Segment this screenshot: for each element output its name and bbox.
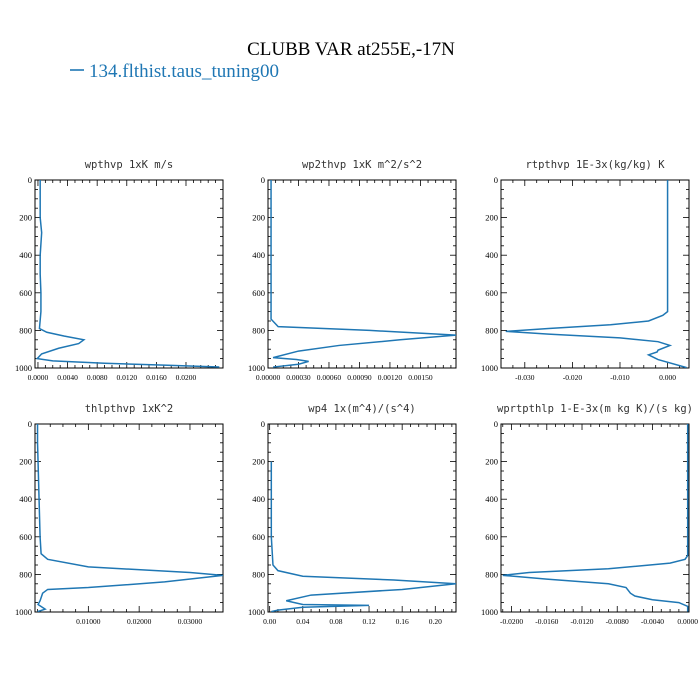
panel-1-ytick-label: 600 bbox=[19, 288, 32, 298]
panel-3-xtick-label: -0.030 bbox=[515, 373, 535, 382]
panel-2-ytick-label: 0 bbox=[261, 175, 265, 185]
panel-4-frame bbox=[34, 423, 224, 613]
panel-6-xtick-label: 0.0000 bbox=[677, 617, 698, 626]
panel-4-xtick-label: 0.03000 bbox=[178, 617, 203, 626]
panel-6-frame bbox=[500, 423, 690, 613]
panel-4-ytick-label: 1000 bbox=[15, 607, 32, 617]
panel-6-ytick-label: 1000 bbox=[481, 607, 498, 617]
panel-5-xtick-label: 0.20 bbox=[429, 617, 442, 626]
panel-5-series-line bbox=[270, 461, 456, 612]
panel-1-xtick-label: 0.0160 bbox=[146, 373, 167, 382]
panel-6-title: wprtpthlp 1-E-3x(m kg K)/(s kg) bbox=[497, 403, 693, 415]
panel-2-xtick-label: 0.00120 bbox=[378, 373, 403, 382]
panel-5-frame bbox=[267, 423, 457, 613]
panel-6-xtick-label: -0.0080 bbox=[606, 617, 629, 626]
legend-label: 134.flthist.taus_tuning00 bbox=[89, 61, 279, 82]
panel-6-series-line bbox=[502, 424, 689, 612]
panel-1-ytick-label: 400 bbox=[19, 250, 32, 260]
panel-2-ytick-label: 800 bbox=[252, 325, 265, 335]
panel-2-xtick-label: 0.00150 bbox=[408, 373, 433, 382]
panel-5-xtick-label: 0.04 bbox=[296, 617, 309, 626]
panel-4-xtick-label: 0.01000 bbox=[76, 617, 101, 626]
panel-1-ytick-label: 800 bbox=[19, 325, 32, 335]
panel-2-ytick-label: 1000 bbox=[248, 363, 265, 373]
panel-1-xtick-label: 0.0040 bbox=[57, 373, 78, 382]
panel-4-ytick-label: 600 bbox=[19, 532, 32, 542]
panel-4-ytick-label: 800 bbox=[19, 569, 32, 579]
panel-6-xtick-label: -0.0200 bbox=[500, 617, 523, 626]
panel-5-xtick-label: 0.00 bbox=[263, 617, 276, 626]
panel-1-series-line bbox=[35, 180, 220, 368]
panel-3-frame bbox=[500, 179, 690, 369]
panel-3-ytick-label: 200 bbox=[485, 213, 498, 223]
chart-title: CLUBB VAR at255E,-17N bbox=[247, 39, 455, 60]
panel-1-frame bbox=[34, 179, 224, 369]
panel-6-xtick-label: -0.0040 bbox=[641, 617, 664, 626]
panel-6-ytick-label: 600 bbox=[485, 532, 498, 542]
panel-1-xtick-label: 0.0200 bbox=[176, 373, 197, 382]
panel-4-ytick-label: 200 bbox=[19, 457, 32, 467]
panel-2: wp2thvp 1xK m^2/s^2020040060080010000.00… bbox=[248, 159, 457, 382]
panel-2-xtick-label: 0.00090 bbox=[347, 373, 372, 382]
panel-5-ytick-label: 800 bbox=[252, 569, 265, 579]
panel-1-ytick-label: 0 bbox=[28, 175, 32, 185]
panel-3-ytick-label: 0 bbox=[494, 175, 498, 185]
panel-3-ytick-label: 1000 bbox=[481, 363, 498, 373]
panel-6-ytick-label: 800 bbox=[485, 569, 498, 579]
panel-1-xtick-label: 0.0000 bbox=[28, 373, 49, 382]
panel-5-ytick-label: 0 bbox=[261, 419, 265, 429]
panel-5-ytick-label: 600 bbox=[252, 532, 265, 542]
panel-5-xtick-label: 0.16 bbox=[396, 617, 409, 626]
panel-3-series-line bbox=[505, 180, 687, 368]
panel-2-frame bbox=[267, 179, 457, 369]
panel-4-ytick-label: 400 bbox=[19, 494, 32, 504]
panel-6-ytick-label: 200 bbox=[485, 457, 498, 467]
panel-4-xtick-label: 0.02000 bbox=[127, 617, 152, 626]
panel-4-title: thlpthvp 1xK^2 bbox=[85, 403, 174, 415]
panel-2-ytick-label: 400 bbox=[252, 250, 265, 260]
panel-3-xtick-label: -0.020 bbox=[563, 373, 583, 382]
panel-4: thlpthvp 1xK^2 0 200 400 600 800 1000 0.01000 0.… bbox=[15, 403, 224, 626]
panel-3-title: rtpthvp 1E-3x(kg/kg) K bbox=[525, 159, 665, 171]
panel-2-xtick-label: 0.00000 bbox=[256, 373, 281, 382]
panel-6-xtick-label: -0.0160 bbox=[535, 617, 558, 626]
panel-5-ytick-label: 1000 bbox=[248, 607, 265, 617]
panel-2-xtick-label: 0.00060 bbox=[317, 373, 342, 382]
panel-6-ytick-label: 0 bbox=[494, 419, 498, 429]
panel-1-title: wpthvp 1xK m/s bbox=[85, 159, 174, 171]
panel-3-xtick-label: 0.000 bbox=[659, 373, 676, 382]
panel-2-title: wp2thvp 1xK m^2/s^2 bbox=[302, 159, 422, 171]
panel-5-title: wp4 1x(m^4)/(s^4) bbox=[308, 403, 415, 415]
panel-5-ytick-label: 400 bbox=[252, 494, 265, 504]
panel-2-ytick-label: 200 bbox=[252, 213, 265, 223]
panel-3: rtpthvp 1E-3x(kg/kg) K 0 200 400 600 800 1000 -… bbox=[481, 159, 690, 382]
panel-1-ytick-label: 1000 bbox=[15, 363, 32, 373]
panel-4-series-line bbox=[36, 424, 223, 612]
panel-2-series-line bbox=[270, 180, 456, 368]
legend: 134.flthist.taus_tuning00 bbox=[70, 61, 279, 82]
panel-3-ytick-label: 800 bbox=[485, 325, 498, 335]
panel-2-xtick-label: 0.00030 bbox=[286, 373, 311, 382]
panel-4-ytick-label: 0 bbox=[28, 419, 32, 429]
panel-6-xtick-label: -0.0120 bbox=[570, 617, 593, 626]
panel-5-xtick-label: 0.08 bbox=[329, 617, 342, 626]
panel-3-ytick-label: 600 bbox=[485, 288, 498, 298]
panel-1-ytick-label: 200 bbox=[19, 213, 32, 223]
panel-3-ytick-label: 400 bbox=[485, 250, 498, 260]
panel-2-ytick-label: 600 bbox=[252, 288, 265, 298]
panel-1-xtick-label: 0.0120 bbox=[116, 373, 137, 382]
panel-3-xtick-label: -0.010 bbox=[610, 373, 630, 382]
panel-5-xtick-label: 0.12 bbox=[362, 617, 375, 626]
panel-6: wprtpthlp 1-E-3x(m kg K)/(s kg) 0 200 400 60… bbox=[481, 403, 698, 626]
panel-6-ytick-label: 400 bbox=[485, 494, 498, 504]
panel-5-ytick-label: 200 bbox=[252, 457, 265, 467]
panel-1-xtick-label: 0.0080 bbox=[87, 373, 108, 382]
